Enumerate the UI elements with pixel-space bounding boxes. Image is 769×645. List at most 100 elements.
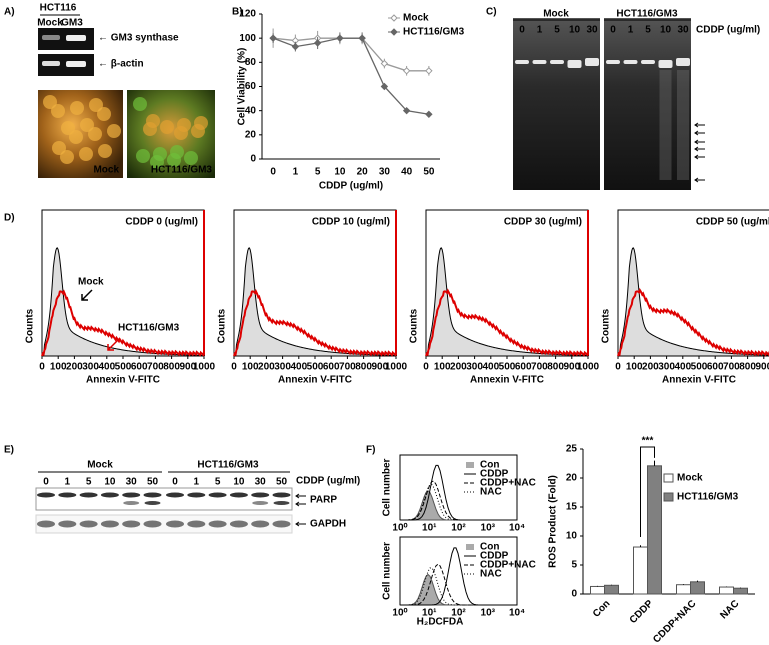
decoration [35, 514, 293, 534]
decoration [694, 130, 705, 136]
decoration [513, 18, 600, 190]
x-tick-label: 30 [379, 167, 391, 178]
y-tick-label: 40 [245, 105, 257, 116]
panel-label: D) [4, 213, 15, 224]
x-tick-label: 600 [131, 362, 148, 373]
band-label: PARP [310, 495, 337, 506]
x-tick-label: 300 [466, 362, 483, 373]
x-tick-label: 600 [707, 362, 724, 373]
decoration [143, 492, 162, 498]
decoration [160, 120, 174, 134]
lane-label: 30 [586, 25, 598, 36]
decoration [229, 492, 248, 498]
x-tick-label: 5 [315, 167, 321, 178]
decoration [251, 520, 270, 528]
marker [336, 34, 344, 42]
lane-label: 5 [86, 477, 92, 488]
band-label: GAPDH [310, 519, 346, 530]
decoration [623, 60, 638, 64]
x-axis-label: Annexin V-FITC [662, 375, 736, 386]
x-tick-label: 800 [163, 362, 180, 373]
decoration [51, 104, 65, 118]
plot-title: CDDP 30 (ug/ml) [504, 217, 582, 228]
x-tick-label: 900 [563, 362, 580, 373]
decoration [66, 61, 86, 67]
decoration [295, 493, 306, 527]
annotation: HCT116/GM3 [118, 323, 180, 334]
x-axis-label: CDDP (ug/ml) [319, 181, 383, 192]
decoration [694, 154, 705, 160]
legend-label: CDDP+NAC [480, 478, 536, 489]
decoration [97, 107, 111, 121]
panel-label: B) [232, 7, 243, 18]
cell-line-label: HCT116 [40, 3, 77, 14]
legend-label: HCT116/GM3 [677, 492, 739, 503]
decoration [658, 60, 673, 68]
x-tick-label: 200 [450, 362, 467, 373]
bar [590, 585, 605, 595]
decoration [676, 58, 690, 66]
decoration [272, 520, 291, 528]
x-tick-label: 10³ [481, 608, 496, 619]
decoration [400, 563, 516, 606]
decoration [60, 150, 74, 164]
y-tick-label: 0 [571, 589, 577, 600]
y-tick-label: 20 [245, 129, 257, 140]
decoration [641, 60, 655, 64]
marker [269, 34, 277, 42]
x-tick-label: 300 [82, 362, 99, 373]
decoration [272, 492, 291, 498]
decoration [100, 492, 119, 498]
decoration [194, 116, 208, 130]
x-tick-label: 700 [339, 362, 356, 373]
x-tick-label: 1000 [193, 362, 216, 373]
legend-label: Mock [677, 473, 703, 484]
x-tick-label: 400 [674, 362, 691, 373]
y-tick-label: 100 [239, 33, 256, 44]
group-label: HCT116/GM3 [197, 460, 259, 471]
lane-label: 50 [147, 477, 159, 488]
y-axis-label: Cell Viability (%) [237, 48, 248, 126]
decoration [694, 146, 705, 152]
marker [425, 110, 433, 118]
unit-label: CDDP (ug/ml) [296, 476, 360, 487]
x-tick-label: 200 [66, 362, 83, 373]
x-tick-label: 0 [615, 362, 621, 373]
x-tick-label: 900 [755, 362, 769, 373]
decoration [79, 492, 98, 498]
y-tick-label: 0 [250, 154, 256, 165]
decoration [694, 139, 705, 145]
decoration [35, 487, 293, 511]
decoration [79, 147, 93, 161]
group-label: HCT116/GM3 [616, 9, 678, 20]
x-tick-label: 100 [50, 362, 67, 373]
x-tick-label: 10⁰ [392, 523, 407, 534]
x-tick-label: 10⁴ [509, 523, 525, 534]
decoration [233, 288, 397, 357]
x-tick-label: 600 [323, 362, 340, 373]
decoration [604, 18, 691, 190]
decoration [617, 287, 769, 357]
decoration [677, 70, 689, 180]
x-tick-label: 10¹ [422, 523, 437, 534]
decoration [37, 492, 55, 498]
image-label: Mock [93, 165, 119, 176]
decoration [567, 60, 582, 68]
legend-label: CDDP [480, 469, 509, 480]
lane-label: 10 [233, 477, 245, 488]
lane-label: 1 [537, 25, 543, 36]
lane-label: 1 [65, 477, 71, 488]
decoration [153, 147, 167, 161]
x-tick-label: 10² [451, 608, 466, 619]
x-axis-label: Annexin V-FITC [470, 375, 544, 386]
bar [733, 587, 748, 595]
decoration [252, 501, 269, 505]
decoration [37, 520, 55, 528]
decoration [659, 70, 672, 180]
x-tick-label: 200 [642, 362, 659, 373]
x-tick-label: CDDP+NAC [651, 598, 698, 645]
legend-label: Con [480, 460, 499, 471]
lane-label: 0 [610, 25, 616, 36]
decoration [187, 492, 206, 498]
lane-label: 30 [677, 25, 689, 36]
